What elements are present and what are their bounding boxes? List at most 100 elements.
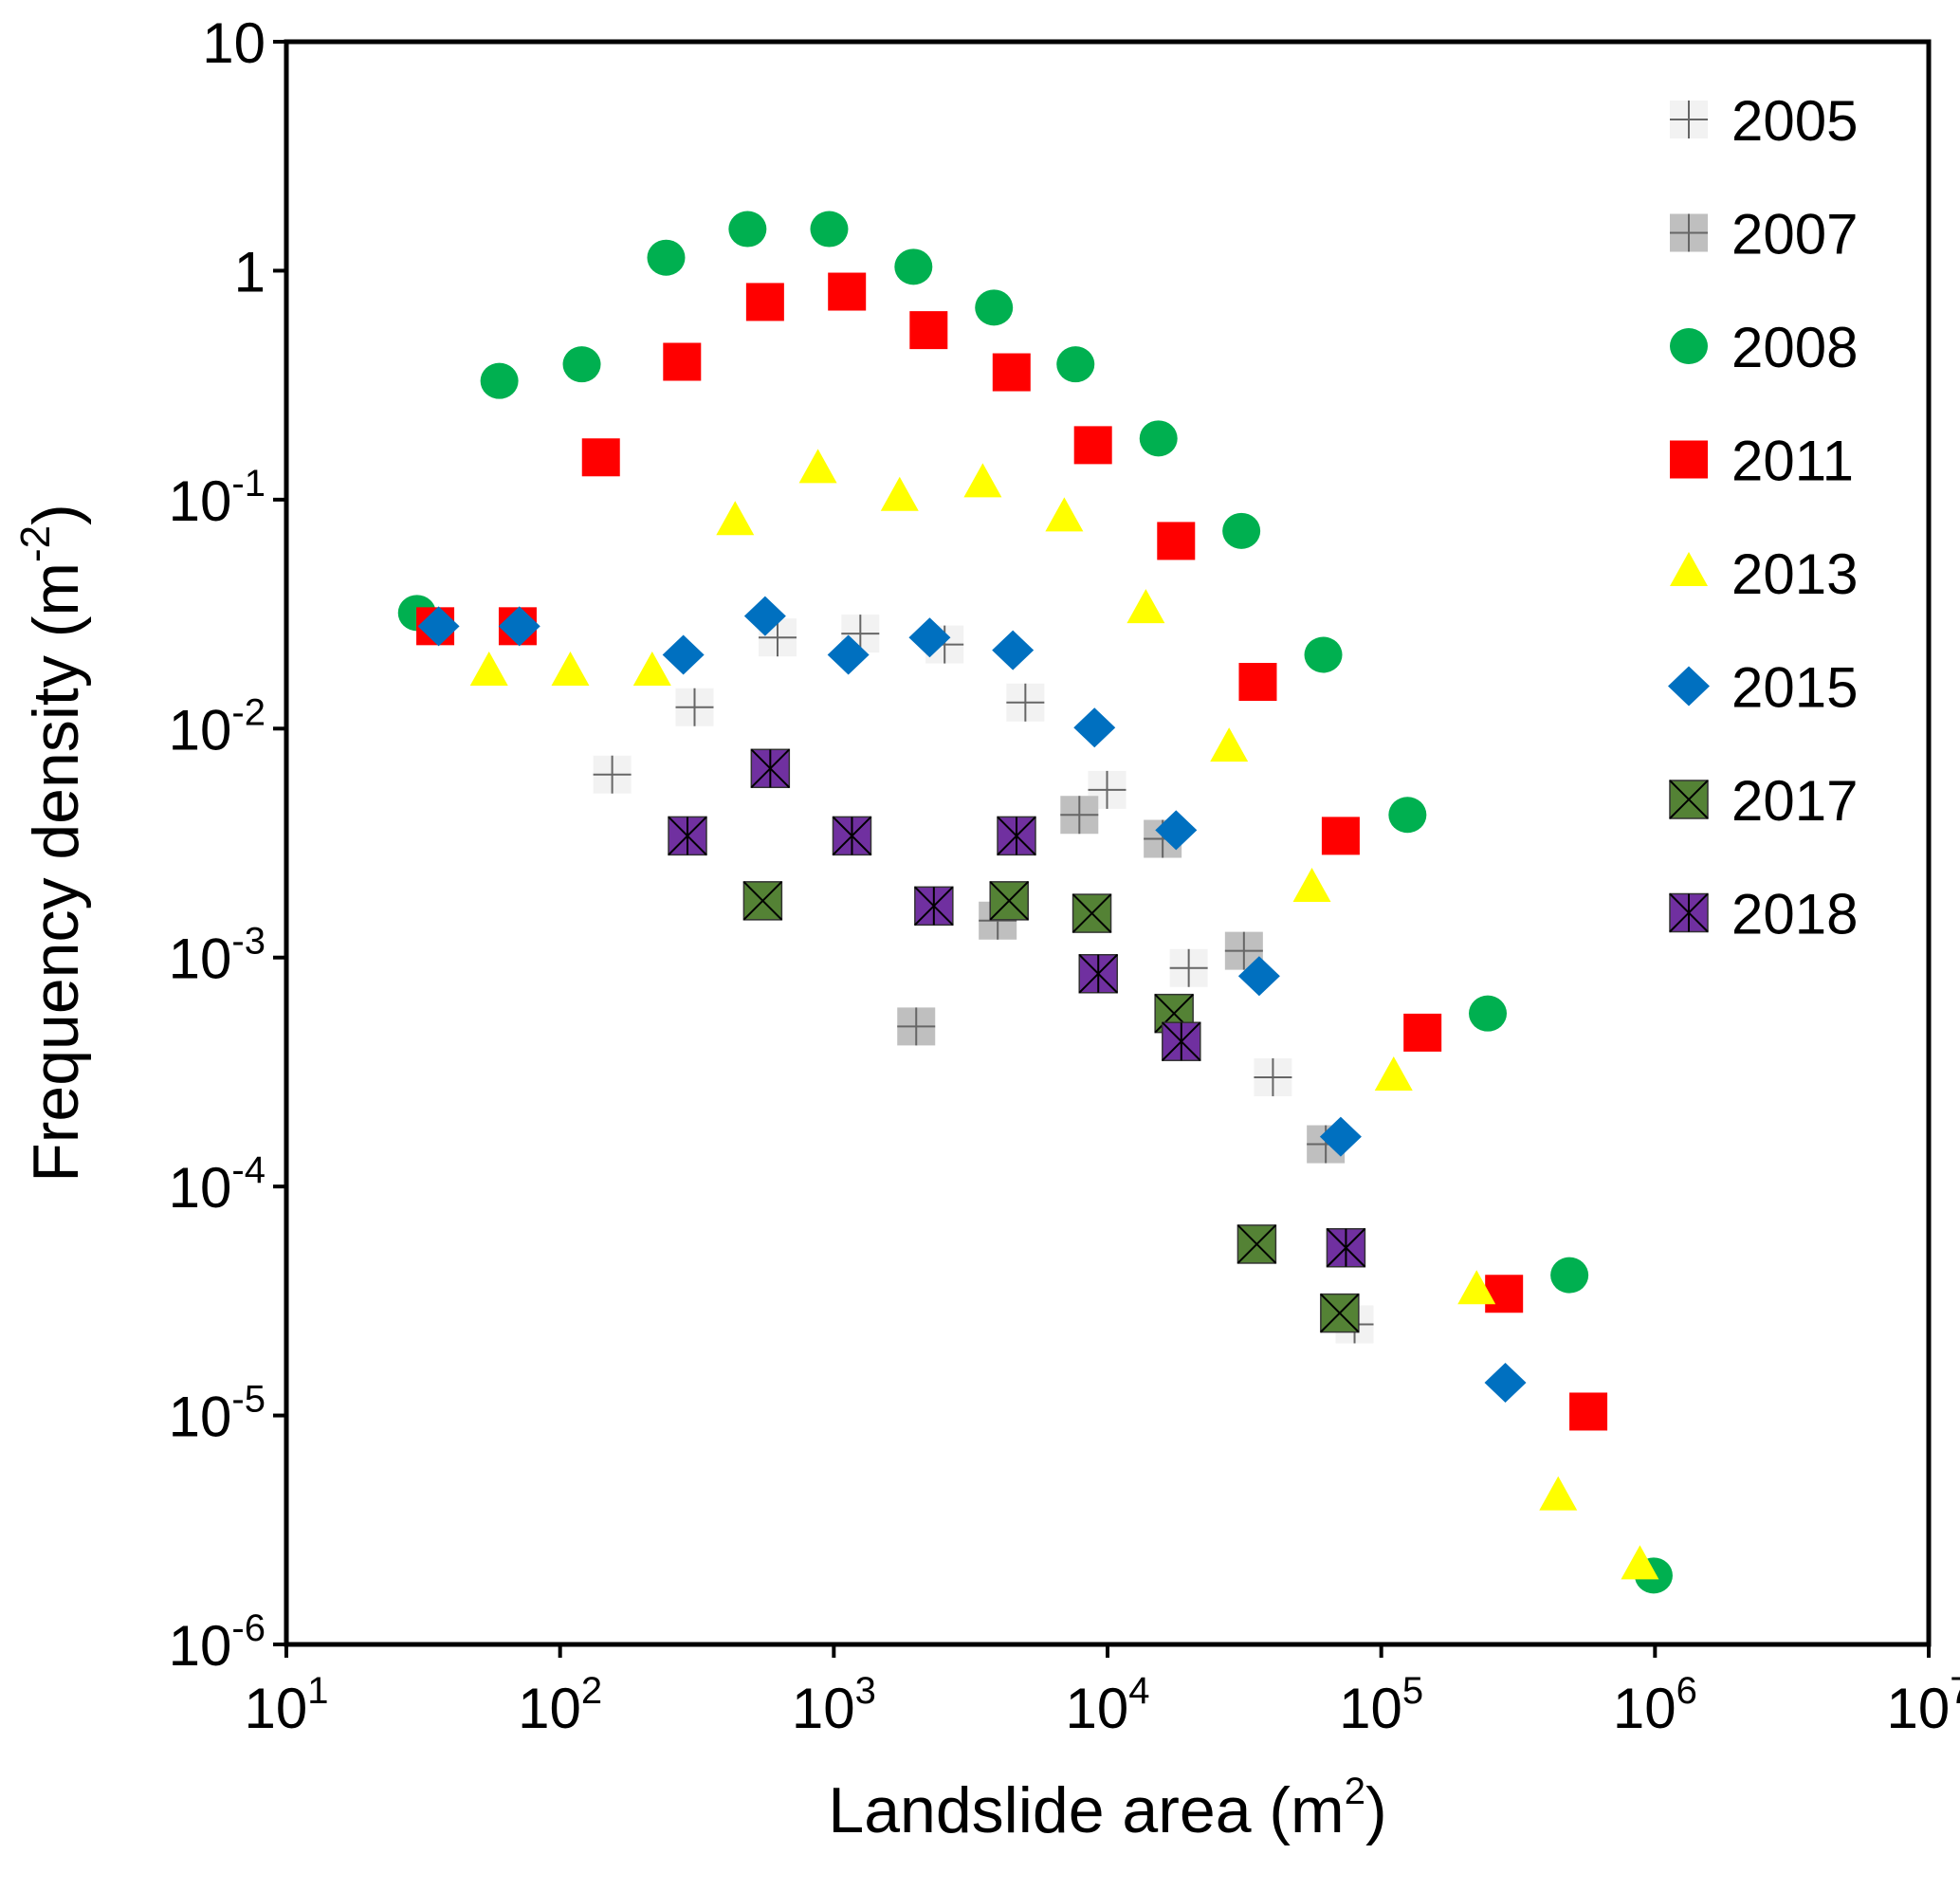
data-point-2013 bbox=[469, 652, 508, 687]
data-point-2008 bbox=[975, 289, 1014, 326]
data-point-2011 bbox=[1157, 522, 1196, 560]
data-point-2013 bbox=[798, 449, 837, 484]
data-point-2017 bbox=[1320, 1293, 1360, 1333]
data-point-2015 bbox=[743, 596, 786, 636]
y-tick-label: 10-3 bbox=[169, 921, 266, 991]
data-point-2011 bbox=[1569, 1392, 1608, 1431]
data-point-2013 bbox=[880, 476, 919, 511]
data-point-2011 bbox=[1073, 426, 1112, 465]
data-point-2011 bbox=[1321, 817, 1360, 855]
data-point-2008 bbox=[1139, 420, 1178, 457]
data-point-2011 bbox=[1238, 663, 1277, 702]
data-point-2005 bbox=[593, 755, 632, 794]
y-tick-label: 1 bbox=[234, 240, 266, 303]
legend-label: 2008 bbox=[1731, 316, 1858, 379]
y-tick-label: 10-5 bbox=[169, 1379, 266, 1449]
data-point-2008 bbox=[1388, 797, 1427, 834]
data-point-2011 bbox=[1403, 1013, 1442, 1052]
data-point-2018 bbox=[750, 748, 791, 789]
legend-item-2013: 2013 bbox=[1670, 542, 1858, 606]
data-point-2011 bbox=[828, 272, 867, 311]
legend-item-2005: 2005 bbox=[1670, 89, 1858, 153]
data-point-2015 bbox=[1073, 707, 1116, 748]
data-point-2008 bbox=[1304, 636, 1343, 673]
plot-area bbox=[284, 39, 1932, 1647]
data-point-2013 bbox=[632, 652, 671, 687]
y-axis: 10 1 10-1 10-2 10-3 10-4 10-5 10-6 bbox=[169, 11, 286, 1678]
x-tick-label: 102 bbox=[518, 1670, 602, 1740]
data-point-2008 bbox=[1550, 1257, 1589, 1294]
data-point-2018 bbox=[1078, 954, 1118, 994]
data-point-2017 bbox=[742, 881, 783, 921]
legend-marker-2017 bbox=[1669, 780, 1709, 819]
y-tick-label: 10-4 bbox=[169, 1149, 266, 1220]
data-point-2007 bbox=[1224, 931, 1263, 970]
series-2015 bbox=[417, 596, 1527, 1404]
data-point-2011 bbox=[909, 311, 948, 350]
y-tick-label: 10-1 bbox=[169, 463, 266, 533]
y-tick-label: 10-6 bbox=[169, 1607, 266, 1678]
data-point-2005 bbox=[1254, 1057, 1292, 1096]
data-point-2008 bbox=[894, 248, 933, 285]
data-point-2013 bbox=[1457, 1270, 1496, 1305]
x-tick-label: 105 bbox=[1339, 1670, 1423, 1740]
data-point-2018 bbox=[1162, 1021, 1201, 1061]
data-point-2008 bbox=[480, 362, 519, 399]
series-2017 bbox=[742, 881, 1360, 1333]
legend-item-2015: 2015 bbox=[1668, 656, 1858, 720]
data-point-2015 bbox=[1484, 1363, 1527, 1404]
data-point-2013 bbox=[1127, 589, 1165, 624]
y-tick-label: 10 bbox=[202, 11, 266, 75]
legend-marker-2018 bbox=[1669, 892, 1709, 933]
data-point-2008 bbox=[810, 211, 849, 248]
series-2018 bbox=[668, 748, 1366, 1268]
data-point-2018 bbox=[1326, 1228, 1366, 1268]
data-point-2011 bbox=[581, 438, 620, 477]
data-point-2008 bbox=[1056, 346, 1095, 383]
x-tick-label: 103 bbox=[792, 1670, 876, 1740]
data-point-2013 bbox=[1292, 868, 1331, 903]
legend-label: 2011 bbox=[1731, 430, 1854, 493]
legend-label: 2005 bbox=[1731, 89, 1858, 153]
legend-marker-2005 bbox=[1670, 101, 1708, 138]
data-point-2007 bbox=[897, 1007, 936, 1046]
data-point-2013 bbox=[963, 463, 1002, 498]
legend-item-2017: 2017 bbox=[1669, 769, 1858, 833]
data-point-2013 bbox=[1539, 1476, 1578, 1511]
data-point-2007 bbox=[1060, 796, 1099, 835]
data-point-2015 bbox=[1237, 956, 1280, 997]
data-point-2008 bbox=[1222, 512, 1261, 549]
series-2008 bbox=[397, 211, 1673, 1594]
data-point-2011 bbox=[663, 342, 702, 381]
data-point-2015 bbox=[662, 634, 705, 675]
data-point-2011 bbox=[1485, 1275, 1524, 1313]
legend-item-2008: 2008 bbox=[1670, 316, 1858, 379]
data-point-2013 bbox=[551, 652, 590, 687]
data-point-2018 bbox=[997, 816, 1036, 856]
data-point-2013 bbox=[1045, 497, 1084, 532]
data-point-2011 bbox=[745, 283, 784, 321]
data-point-2017 bbox=[1236, 1224, 1277, 1264]
x-tick-label: 107 bbox=[1887, 1670, 1960, 1740]
data-point-2005 bbox=[675, 688, 714, 726]
legend-marker-2008 bbox=[1670, 328, 1708, 364]
data-point-2018 bbox=[668, 816, 707, 856]
legend-label: 2013 bbox=[1731, 542, 1858, 606]
x-tick-label: 106 bbox=[1613, 1670, 1697, 1740]
data-point-2013 bbox=[1374, 1056, 1413, 1091]
data-point-2011 bbox=[992, 353, 1031, 392]
data-point-2008 bbox=[728, 211, 767, 248]
data-points bbox=[397, 211, 1673, 1594]
x-tick-label: 104 bbox=[1066, 1670, 1150, 1740]
series-2013 bbox=[469, 449, 1659, 1580]
data-point-2008 bbox=[562, 346, 601, 383]
legend-item-2007: 2007 bbox=[1670, 203, 1858, 266]
legend-marker-2007 bbox=[1670, 213, 1708, 252]
legend-label: 2007 bbox=[1731, 203, 1858, 266]
data-point-2005 bbox=[1169, 948, 1208, 987]
legend-item-2011: 2011 bbox=[1670, 430, 1854, 493]
legend-marker-2011 bbox=[1670, 440, 1708, 479]
y-tick-label: 10-2 bbox=[169, 691, 266, 762]
x-axis: 101 102 103 104 105 106 107 bbox=[245, 1644, 1960, 1740]
legend-marker-2013 bbox=[1670, 552, 1708, 586]
